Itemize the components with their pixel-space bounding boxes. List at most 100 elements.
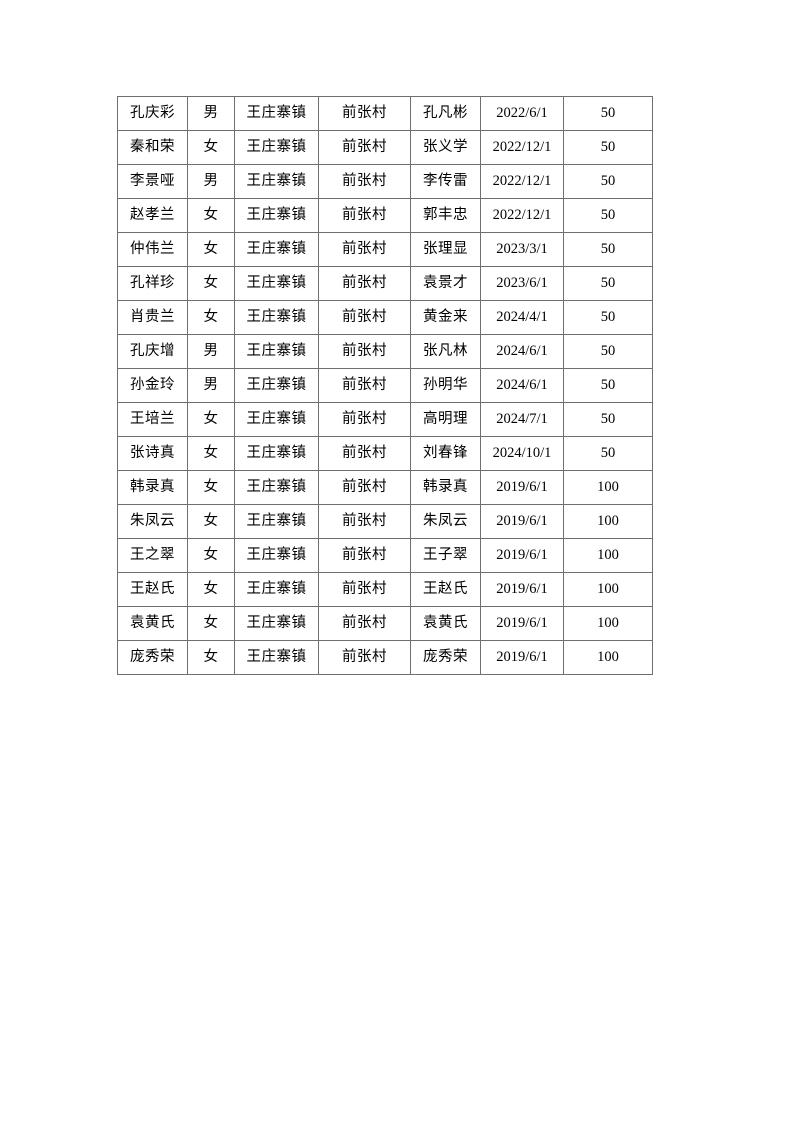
cell-village: 前张村 [318,198,411,233]
cell-gender: 女 [187,572,235,607]
cell-town: 王庄寨镇 [234,572,319,607]
cell-date: 2022/6/1 [480,96,564,131]
cell-gender: 女 [187,266,235,301]
cell-relative-name: 张凡林 [410,334,481,369]
cell-relative-name: 孙明华 [410,368,481,403]
cell-gender: 女 [187,402,235,437]
cell-village: 前张村 [318,368,411,403]
cell-gender: 女 [187,130,235,165]
cell-date: 2023/3/1 [480,232,564,267]
records-table-body: 孔庆彩男王庄寨镇 前张村 孔凡彬 2022/6/1 50 秦和荣女王庄寨镇 前张村 张义学 20… [117,96,653,675]
cell-relative-name: 张义学 [410,130,481,165]
cell-person-name: 朱凤云 [117,504,188,539]
cell-village: 前张村 [318,164,411,199]
cell-amount: 50 [563,368,653,403]
cell-relative-name: 李传雷 [410,164,481,199]
cell-date: 2022/12/1 [480,198,564,233]
cell-person-name: 赵孝兰 [117,198,188,233]
cell-relative-name: 孔凡彬 [410,96,481,131]
cell-town: 王庄寨镇 [234,130,319,165]
table-row: 赵孝兰女王庄寨镇 前张村 郭丰忠 2022/12/1 50 [117,198,653,233]
cell-village: 前张村 [318,266,411,301]
cell-person-name: 张诗真 [117,436,188,471]
cell-date: 2023/6/1 [480,266,564,301]
table-row: 韩录真女王庄寨镇 前张村 韩录真 2019/6/1 100 [117,470,653,505]
cell-town: 王庄寨镇 [234,538,319,573]
table-row: 孔庆增男王庄寨镇 前张村 张凡林 2024/6/1 50 [117,334,653,369]
cell-relative-name: 朱凤云 [410,504,481,539]
cell-village: 前张村 [318,640,411,675]
cell-gender: 女 [187,606,235,641]
table-row: 孙金玲男王庄寨镇 前张村 孙明华 2024/6/1 50 [117,368,653,403]
cell-person-name: 孔祥珍 [117,266,188,301]
cell-person-name: 王赵氏 [117,572,188,607]
cell-amount: 50 [563,266,653,301]
cell-town: 王庄寨镇 [234,640,319,675]
cell-village: 前张村 [318,538,411,573]
cell-relative-name: 袁景才 [410,266,481,301]
cell-gender: 女 [187,232,235,267]
cell-amount: 50 [563,402,653,437]
table-row: 张诗真女王庄寨镇 前张村 刘春锋 2024/10/1 50 [117,436,653,471]
cell-person-name: 肖贵兰 [117,300,188,335]
table-row: 庞秀荣女王庄寨镇 前张村 庞秀荣 2019/6/1 100 [117,640,653,675]
cell-amount: 100 [563,572,653,607]
cell-town: 王庄寨镇 [234,606,319,641]
cell-village: 前张村 [318,232,411,267]
table-row: 朱凤云女王庄寨镇 前张村 朱凤云 2019/6/1 100 [117,504,653,539]
cell-amount: 50 [563,198,653,233]
cell-village: 前张村 [318,606,411,641]
cell-town: 王庄寨镇 [234,470,319,505]
table-row: 袁黄氏女王庄寨镇 前张村 袁黄氏 2019/6/1 100 [117,606,653,641]
cell-relative-name: 张理显 [410,232,481,267]
cell-gender: 男 [187,164,235,199]
cell-town: 王庄寨镇 [234,232,319,267]
cell-date: 2022/12/1 [480,164,564,199]
cell-village: 前张村 [318,402,411,437]
cell-amount: 50 [563,300,653,335]
cell-village: 前张村 [318,96,411,131]
cell-gender: 男 [187,334,235,369]
table-row: 王赵氏女王庄寨镇 前张村 王赵氏 2019/6/1 100 [117,572,653,607]
table-row: 王培兰女王庄寨镇 前张村 高明理 2024/7/1 50 [117,402,653,437]
cell-town: 王庄寨镇 [234,266,319,301]
table-row: 李景哑男王庄寨镇 前张村 李传雷 2022/12/1 50 [117,164,653,199]
cell-relative-name: 袁黄氏 [410,606,481,641]
table-row: 肖贵兰女王庄寨镇 前张村 黄金来 2024/4/1 50 [117,300,653,335]
cell-amount: 50 [563,96,653,131]
cell-gender: 女 [187,436,235,471]
table-row: 秦和荣女王庄寨镇 前张村 张义学 2022/12/1 50 [117,130,653,165]
cell-gender: 女 [187,640,235,675]
cell-amount: 100 [563,538,653,573]
cell-person-name: 庞秀荣 [117,640,188,675]
cell-person-name: 韩录真 [117,470,188,505]
cell-town: 王庄寨镇 [234,436,319,471]
cell-person-name: 李景哑 [117,164,188,199]
cell-town: 王庄寨镇 [234,96,319,131]
cell-amount: 50 [563,232,653,267]
cell-village: 前张村 [318,436,411,471]
table-row: 仲伟兰女王庄寨镇 前张村 张理显 2023/3/1 50 [117,232,653,267]
cell-town: 王庄寨镇 [234,504,319,539]
cell-village: 前张村 [318,572,411,607]
table-row: 孔祥珍女王庄寨镇 前张村 袁景才 2023/6/1 50 [117,266,653,301]
cell-relative-name: 王子翠 [410,538,481,573]
cell-amount: 50 [563,334,653,369]
cell-person-name: 仲伟兰 [117,232,188,267]
cell-person-name: 孙金玲 [117,368,188,403]
cell-gender: 女 [187,198,235,233]
cell-date: 2022/12/1 [480,130,564,165]
cell-village: 前张村 [318,504,411,539]
cell-date: 2024/6/1 [480,334,564,369]
cell-amount: 50 [563,130,653,165]
cell-village: 前张村 [318,130,411,165]
cell-person-name: 王培兰 [117,402,188,437]
table-row: 孔庆彩男王庄寨镇 前张村 孔凡彬 2022/6/1 50 [117,96,653,131]
cell-amount: 100 [563,640,653,675]
cell-town: 王庄寨镇 [234,402,319,437]
cell-person-name: 孔庆增 [117,334,188,369]
cell-date: 2019/6/1 [480,504,564,539]
cell-gender: 男 [187,96,235,131]
cell-person-name: 孔庆彩 [117,96,188,131]
